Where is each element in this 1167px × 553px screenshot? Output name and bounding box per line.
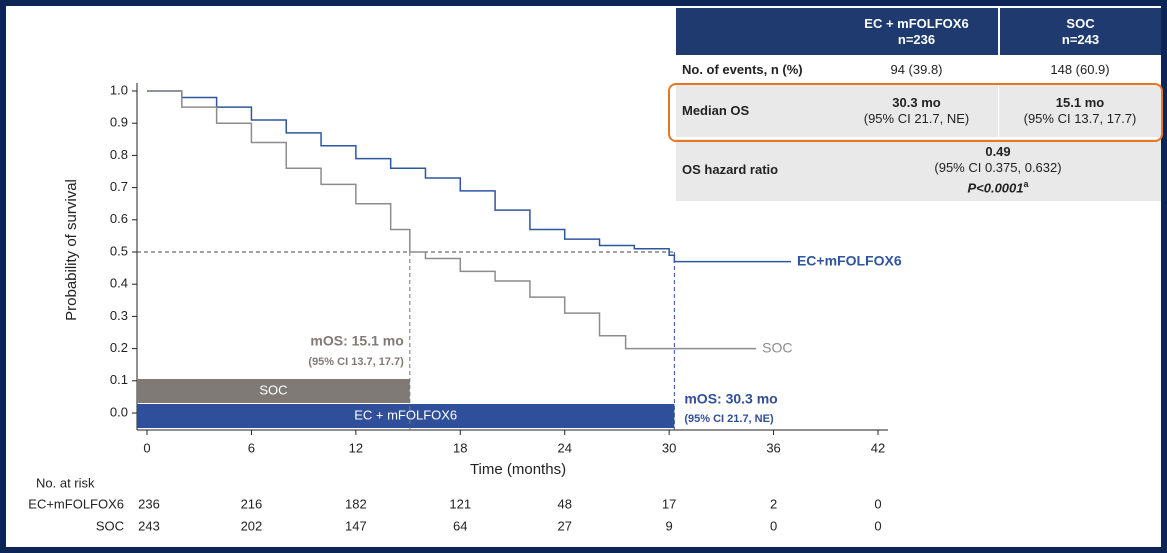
risk-count: 236 xyxy=(138,496,160,511)
row-label: Median OS xyxy=(676,84,835,137)
cell-value: 30.3 mo xyxy=(892,94,941,110)
x-tick-label: 30 xyxy=(662,440,676,455)
risk-count: 0 xyxy=(874,496,881,511)
survival-curve xyxy=(147,90,791,263)
median-bar-label: SOC xyxy=(259,382,287,397)
x-tick-label: 18 xyxy=(453,440,467,455)
x-tick-label: 0 xyxy=(143,440,150,455)
median-ci: (95% CI 13.7, 17.7) xyxy=(308,356,404,368)
header-name: SOC xyxy=(1066,15,1095,31)
cell: 148 (60.9) xyxy=(1050,61,1110,77)
cell: 0.49 (95% CI 0.375, 0.632) P<0.0001a xyxy=(835,139,1161,201)
risk-count: 216 xyxy=(241,496,263,511)
x-tick-label: 24 xyxy=(557,440,571,455)
median-ci: (95% CI 21.7, NE) xyxy=(684,413,774,425)
y-tick-label: 1.0 xyxy=(110,82,128,97)
risk-row-label: EC+mFOLFOX6 xyxy=(28,496,124,511)
risk-count: 17 xyxy=(662,496,676,511)
chart: Probability of survival Time (months) No… xyxy=(28,82,902,533)
header-n: n=236 xyxy=(897,31,936,47)
risk-count: 2 xyxy=(770,496,777,511)
cell: 30.3 mo (95% CI 21.7, NE) xyxy=(835,84,998,137)
risk-count: 147 xyxy=(345,518,367,533)
risk-row-label: SOC xyxy=(96,518,124,533)
header-name: EC + mFOLFOX6 xyxy=(864,15,969,31)
series-label: SOC xyxy=(762,339,792,355)
slide: Probability of survival Time (months) No… xyxy=(6,6,1163,547)
cell-ci: (95% CI 21.7, NE) xyxy=(863,110,970,126)
x-tick-label: 6 xyxy=(248,440,255,455)
cell-value: 15.1 mo xyxy=(1055,94,1105,110)
series-label: EC+mFOLFOX6 xyxy=(797,252,902,268)
y-tick-label: 0.0 xyxy=(110,404,128,419)
risk-count: 182 xyxy=(345,496,367,511)
risk-count: 0 xyxy=(770,518,777,533)
survival-curve xyxy=(147,90,757,350)
risk-count: 243 xyxy=(138,518,160,533)
median-bar xyxy=(137,379,410,403)
risk-count: 0 xyxy=(874,518,881,533)
y-tick-label: 0.6 xyxy=(110,211,128,226)
y-tick-label: 0.1 xyxy=(110,372,128,387)
median-annotation: mOS: 15.1 mo xyxy=(310,333,403,349)
hr-ci: (95% CI 0.375, 0.632) xyxy=(934,159,1062,175)
risk-title: No. at risk xyxy=(36,475,95,490)
x-tick-label: 12 xyxy=(349,440,363,455)
row-label: No. of events, n (%) xyxy=(682,61,803,77)
header-cell: SOC n=243 xyxy=(999,8,1161,55)
cell: 94 (39.8) xyxy=(890,61,943,77)
cell: 15.1 mo (95% CI 13.7, 17.7) xyxy=(999,84,1161,137)
cell-ci: (95% CI 13.7, 17.7) xyxy=(1023,110,1137,126)
risk-count: 27 xyxy=(557,518,571,533)
p-value: P<0.0001 xyxy=(967,180,1024,196)
median-bar xyxy=(137,404,675,428)
highlight-box xyxy=(668,83,1163,142)
y-axis-title: Probability of survival xyxy=(63,179,80,321)
y-tick-label: 0.9 xyxy=(110,115,128,130)
footnote: a xyxy=(1023,178,1029,189)
y-tick-label: 0.5 xyxy=(110,243,128,258)
x-tick-label: 36 xyxy=(766,440,780,455)
y-tick-label: 0.3 xyxy=(110,308,128,323)
header-blank xyxy=(676,8,835,55)
median-bar-label: EC + mFOLFOX6 xyxy=(354,407,457,422)
header-n: n=243 xyxy=(1061,31,1100,47)
y-tick-label: 0.2 xyxy=(110,340,128,355)
x-tick-label: 42 xyxy=(871,440,885,455)
y-tick-label: 0.4 xyxy=(110,276,128,291)
hr-p: P<0.0001a xyxy=(967,176,1028,196)
x-axis-title: Time (months) xyxy=(470,461,566,478)
risk-count: 202 xyxy=(241,518,263,533)
risk-count: 64 xyxy=(453,518,467,533)
risk-count: 48 xyxy=(557,496,571,511)
header-cell: EC + mFOLFOX6 n=236 xyxy=(835,8,998,55)
median-annotation: mOS: 30.3 mo xyxy=(684,391,777,407)
y-tick-label: 0.8 xyxy=(110,147,128,162)
risk-count: 9 xyxy=(666,518,673,533)
row-label: OS hazard ratio xyxy=(676,139,835,201)
risk-count: 121 xyxy=(449,496,471,511)
y-tick-label: 0.7 xyxy=(110,179,128,194)
hr-value: 0.49 xyxy=(985,143,1011,159)
